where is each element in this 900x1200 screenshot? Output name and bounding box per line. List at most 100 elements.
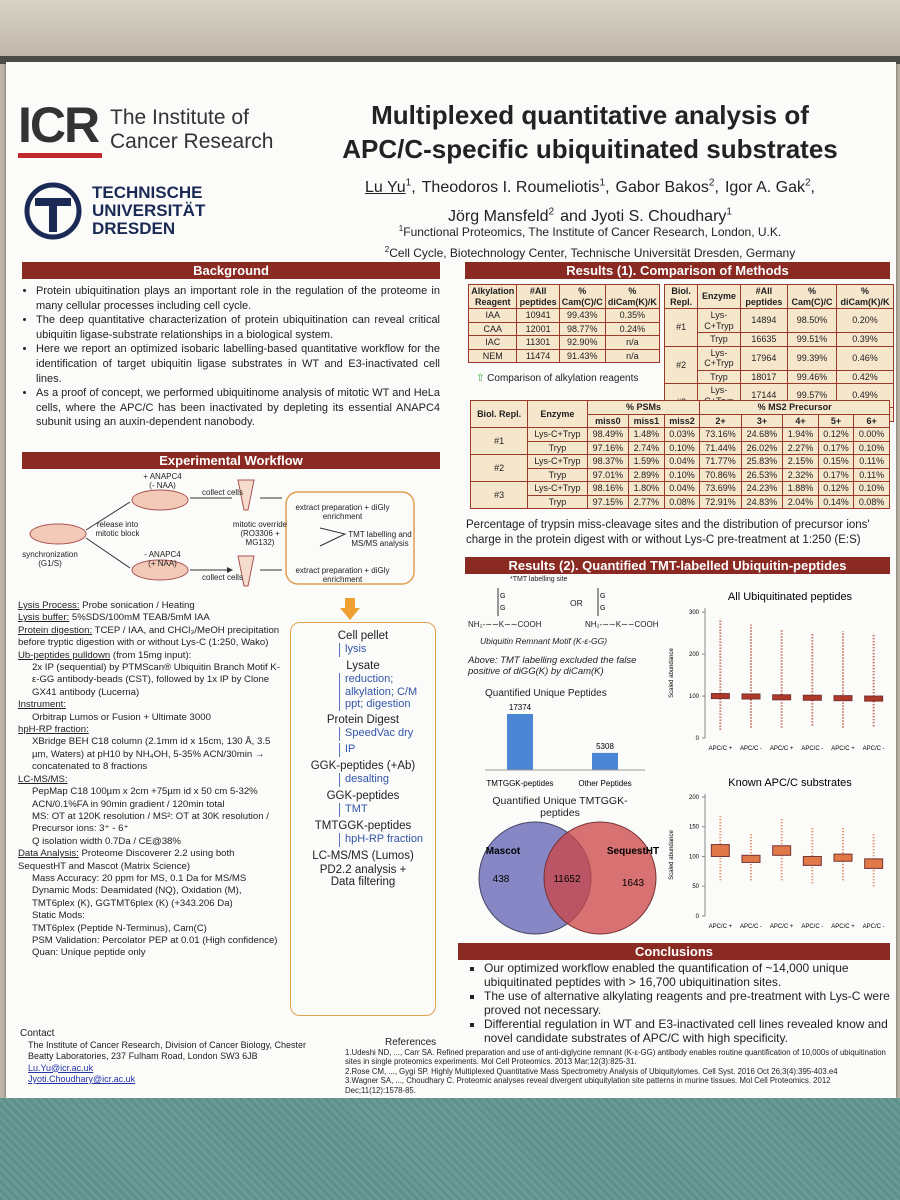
cell: 26.53% <box>740 467 784 482</box>
cell: 0.04% <box>663 481 701 496</box>
workflow-diagram <box>29 479 415 587</box>
cell: Lys-C+Tryp <box>527 427 588 442</box>
author: and Jyoti S. Choudhary1 <box>560 206 732 224</box>
flow-action: IP <box>339 742 355 757</box>
method-line: PepMap C18 100µm x 2cm +75µm id x 50 cm … <box>32 786 258 810</box>
cell: 0.17% <box>817 440 855 455</box>
method-line: Orbitrap Lumos or Fusion + Ultimate 3000 <box>32 711 211 723</box>
method-label: Data Analysis: <box>18 848 79 860</box>
cell: 98.37% <box>586 454 630 469</box>
or-label: OR <box>570 598 583 608</box>
cell: 0.42% <box>836 369 894 384</box>
header-row: Biol. Repl. Enzyme #All peptides% Cam(C)/C… <box>663 284 894 309</box>
affiliation-mark: 1 <box>599 178 606 189</box>
x-tick-label: APC/C + <box>709 924 733 930</box>
affiliation-mark: 2 <box>384 245 390 254</box>
method-text: Proteome Discoverer 2.2 using both Seque… <box>18 848 235 872</box>
section-header: Experimental Workflow <box>22 452 440 469</box>
caption-text: Comparison of alkylation reagents <box>487 373 639 384</box>
y-tick-label: 200 <box>689 795 700 801</box>
title: Multiplexed quantitative analysis of APC… <box>300 98 880 166</box>
row: Tryp 97.15% 2.77% 0.08% 72.91% 24.83% 2.04% 0.1… <box>471 494 890 509</box>
data-table: Biol. Repl. Enzyme% PSMs% MS2 Precursor mi… <box>469 400 890 509</box>
flow-node: Lysate <box>346 660 380 672</box>
flow-action: lysis <box>339 643 366 657</box>
workflow-label: + ANAPC4 (- NAA) <box>143 472 182 490</box>
cell: Tryp <box>697 369 741 384</box>
cell: 0.46% <box>836 345 894 371</box>
x-tick-label: APC/C - <box>740 924 762 930</box>
cell: 24.83% <box>740 494 784 509</box>
row: #1 Lys-C+Tryp 14894 98.50% 0.20% <box>663 308 894 347</box>
references: References 1.Udeshi ND, ..., Carr SA. Re… <box>345 1038 890 1096</box>
cell: 2.89% <box>628 467 665 482</box>
svg-text:G: G <box>600 593 605 600</box>
table-holder: Biol. Repl. Enzyme% PSMs% MS2 Precursor mi… <box>469 400 890 509</box>
cell: 97.16% <box>586 440 630 455</box>
cell: 24.68% <box>740 427 784 442</box>
column-header: 6+ <box>853 413 890 428</box>
group-cell: #2 <box>469 454 529 482</box>
cell: 17964 <box>739 345 789 371</box>
workflow-label: mitotic override (RO3306 + MG132) <box>232 520 288 547</box>
cell: Lys-C+Tryp <box>697 308 741 333</box>
author: Igor A. Gak2, <box>725 178 815 196</box>
cell: 2.04% <box>782 494 819 509</box>
venn-label: 1643 <box>622 878 645 889</box>
svg-text:G: G <box>600 605 605 612</box>
box <box>802 694 822 701</box>
arrow <box>340 598 360 620</box>
group-cell: #3 <box>469 481 529 509</box>
background-text: Protein ubiquitination plays an importan… <box>20 284 440 430</box>
row: CAA 12001 98.77% 0.24% <box>467 321 661 336</box>
reference: 2.Rose CM, ..., Gygi SP. Highly Multiple… <box>345 1066 838 1076</box>
flow-node: GGK-peptides <box>326 789 400 802</box>
chart-title: Known APC/C substrates <box>728 777 852 789</box>
box <box>710 693 730 700</box>
svg-text:G: G <box>500 593 505 600</box>
x-tick-label: APC/C + <box>709 746 733 752</box>
x-tick-label: APC/C - <box>863 746 885 752</box>
column-header: Biol. Repl. <box>469 400 529 428</box>
box <box>741 854 761 863</box>
header-row: Biol. Repl. Enzyme% PSMs% MS2 Precursor <box>469 400 890 428</box>
row: #1 Lys-C+Tryp 98.49% 1.48% 0.03% 73.16% 24.68%… <box>469 427 890 455</box>
column-header: miss0 <box>586 413 630 428</box>
cell: 2.15% <box>782 454 819 469</box>
header-row: miss0 miss1 miss2 2+ 3+ 4+ 5+ 6+ <box>471 413 890 428</box>
column-header: #All peptides <box>516 284 560 309</box>
cell: 71.77% <box>699 454 742 469</box>
row: Tryp 97.01% 2.89% 0.10% 70.86% 26.53% 2.32% 0.1… <box>471 467 890 482</box>
x-tick-label: APC/C - <box>801 924 823 930</box>
column-header: Alkylation Reagent <box>467 284 518 309</box>
column-header: % diCam(K)/K <box>604 284 661 309</box>
x-tick-label: APC/C - <box>740 746 762 752</box>
cell: n/a <box>604 348 661 363</box>
x-tick-label: APC/C - <box>863 924 885 930</box>
tud-name-line: UNIVERSITÄT <box>92 201 206 220</box>
venn-label: Mascot <box>486 846 521 857</box>
author-name: Jörg Mansfeld <box>448 207 549 225</box>
method-line: Dynamic Mods: Deamidated (NQ), Oxidation… <box>32 885 242 909</box>
cell: Tryp <box>697 332 741 347</box>
cell: 0.17% <box>817 467 855 482</box>
cell: 72.91% <box>699 494 742 509</box>
method-text: TCEP / IAA, and CHCl₃/MeOH precipitation… <box>18 624 280 649</box>
flow-action: TMT <box>339 802 368 817</box>
table-caption: Percentage of trypsin miss-cleavage site… <box>466 519 870 546</box>
cell: Tryp <box>527 467 588 482</box>
cell: 0.11% <box>853 467 890 482</box>
icr-name: The Institute of Cancer Research <box>110 106 273 154</box>
row: Tryp 16635 99.51% 0.39% <box>665 332 894 347</box>
method-line: Mass Accuracy: 20 ppm for MS, 0.1 Da for… <box>32 872 247 884</box>
contact-title: Contact <box>20 1028 55 1039</box>
cell: Tryp <box>527 440 588 455</box>
icr-name-line: The Institute of <box>110 106 249 129</box>
affiliation-mark: 2 <box>548 206 555 218</box>
cell: 0.10% <box>663 440 701 455</box>
workflow-label: extract preparation + diGly enrichment <box>295 503 390 521</box>
cell: 18017 <box>739 369 789 384</box>
method-item: hpH-RP fraction: XBridge BEH C18 column (… <box>18 724 284 774</box>
section-header: Conclusions <box>458 943 890 960</box>
method-text: (from 15mg input): <box>110 649 192 661</box>
